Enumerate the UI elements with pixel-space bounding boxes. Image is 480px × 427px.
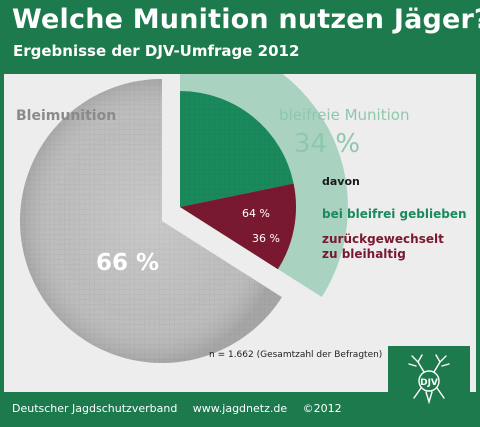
- lead-label: Bleimunition: [16, 108, 116, 124]
- stay-label: bei bleifrei geblieben: [322, 207, 467, 221]
- lead-percent: 66 %: [96, 250, 159, 276]
- page-subtitle: Ergebnisse der DJV-Umfrage 2012: [13, 42, 300, 60]
- footer-org: Deutscher Jagdschutzverband: [12, 402, 178, 415]
- back-label-line-1: zurückgewechselt: [322, 232, 444, 246]
- stay-percent: 64 %: [242, 207, 270, 220]
- sample-note: n = 1.662 (Gesamtzahl der Befragten): [209, 350, 382, 360]
- back-percent: 36 %: [252, 232, 280, 245]
- sub-heading: davon: [322, 175, 360, 188]
- page-title: Welche Munition nutzen Jäger?: [12, 4, 480, 35]
- chart-panel: Bleimunition 66 % bleifreie Munition 34 …: [4, 74, 476, 392]
- pie-chart: Bleimunition 66 % bleifreie Munition 34 …: [16, 74, 467, 363]
- stag-emblem-icon: DJV: [388, 346, 470, 412]
- footer-url[interactable]: www.jagdnetz.de: [192, 402, 288, 415]
- free-label: bleifreie Munition: [279, 106, 409, 124]
- svg-text:DJV: DJV: [420, 378, 438, 388]
- footer: Deutscher Jagdschutzverband www.jagdnetz…: [12, 402, 354, 415]
- footer-copyright: ©2012: [302, 402, 342, 415]
- free-percent: 34 %: [294, 129, 360, 159]
- back-label-line-2: zu bleihaltig: [322, 247, 406, 261]
